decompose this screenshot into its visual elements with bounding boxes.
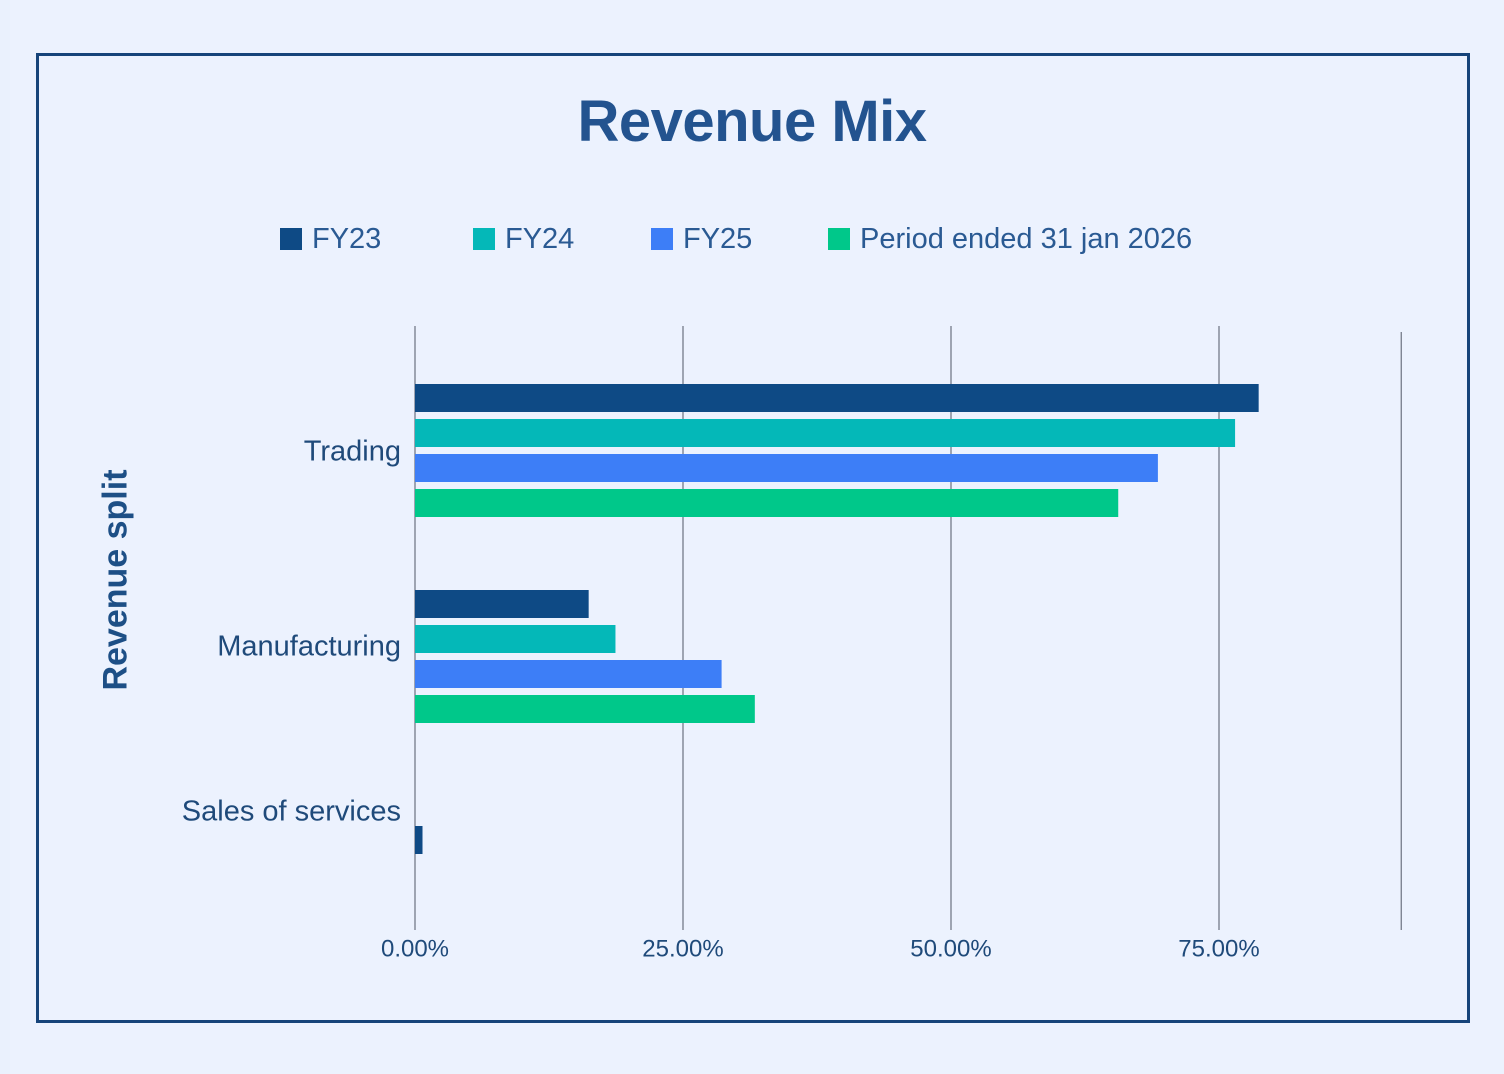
legend-item-fy24: FY24 — [473, 222, 574, 256]
bar-sales-of-services-fy23 — [415, 826, 423, 854]
bar-trading-period-ended-31-jan-2026 — [415, 489, 1119, 517]
bar-manufacturing-fy23 — [415, 590, 589, 618]
legend-item-fy25: FY25 — [651, 222, 752, 256]
chart-title: Revenue Mix — [577, 89, 927, 154]
category-label-1: Manufacturing — [217, 631, 401, 663]
page-background — [10, 0, 1504, 1074]
category-label-2: Sales of services — [182, 796, 401, 828]
x-tick-label-0: 0.00% — [381, 935, 449, 962]
legend-label-fy24: FY24 — [505, 222, 575, 255]
chart-frame — [36, 53, 1470, 1023]
category-labels: Trading Manufacturing Sales of services — [182, 436, 401, 828]
legend-label-fy25: FY25 — [683, 222, 753, 255]
bar-manufacturing-fy25 — [415, 660, 722, 688]
x-tick-label-3: 75.00% — [1178, 935, 1259, 962]
legend-label-period: Period ended 31 jan 2026 — [860, 222, 1193, 255]
legend-swatch-fy25 — [651, 228, 673, 250]
bar-trading-fy23 — [415, 384, 1259, 412]
legend-item-fy23: FY23 — [280, 222, 381, 256]
legend-swatch-fy24 — [473, 228, 495, 250]
legend-swatch-fy23 — [280, 228, 302, 250]
legend-label-fy23: FY23 — [312, 222, 382, 255]
category-label-0: Trading — [304, 436, 401, 468]
legend-swatch-period — [828, 228, 850, 250]
bar-trading-fy24 — [415, 419, 1236, 447]
x-tick-label-1: 25.00% — [642, 935, 723, 962]
legend-item-period: Period ended 31 jan 2026 — [828, 222, 1192, 256]
bar-trading-fy25 — [415, 454, 1158, 482]
bar-manufacturing-period-ended-31-jan-2026 — [415, 695, 755, 723]
bar-group — [415, 384, 1259, 854]
x-tick-label-2: 50.00% — [910, 935, 991, 962]
tick-labels: 0.00% 25.00% 50.00% 75.00% — [381, 935, 1260, 962]
bar-manufacturing-fy24 — [415, 625, 616, 653]
